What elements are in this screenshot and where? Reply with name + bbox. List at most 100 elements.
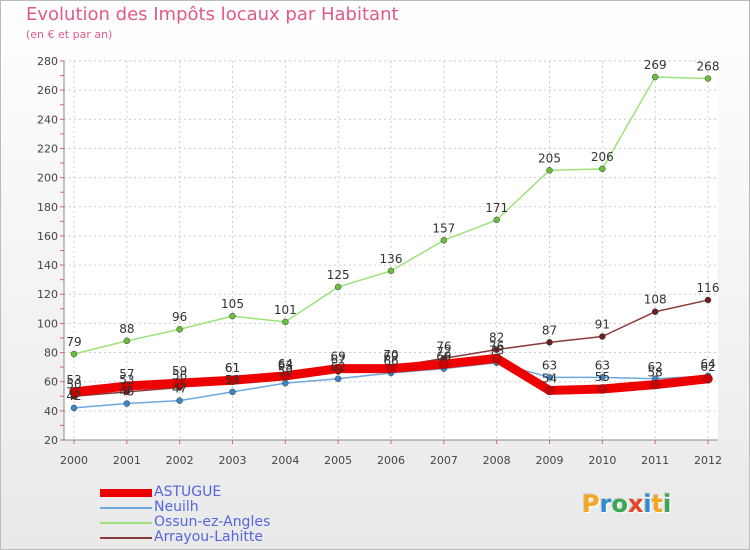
data-label: 67 [331, 352, 346, 366]
data-label: 96 [172, 310, 187, 324]
data-label: 55 [595, 370, 610, 384]
data-point [227, 375, 238, 385]
data-label: 79 [66, 335, 81, 349]
data-point [493, 216, 500, 224]
data-label: 136 [380, 252, 403, 266]
data-point [439, 359, 449, 369]
data-label: 69 [436, 350, 451, 364]
data-point [650, 379, 660, 390]
data-point [599, 165, 606, 173]
data-point [544, 385, 555, 396]
data-point [334, 375, 342, 383]
data-label: 82 [489, 331, 504, 345]
data-label: 45 [119, 385, 134, 399]
legend-label: ASTUGUE [154, 484, 222, 500]
data-label: 76 [489, 339, 504, 353]
data-label: 62 [700, 360, 715, 374]
data-point [651, 73, 659, 81]
data-label: 73 [489, 344, 504, 358]
data-point [704, 75, 712, 82]
y-tick-label: 220 [37, 142, 58, 155]
data-point [599, 333, 606, 340]
data-label: 59 [278, 364, 293, 378]
x-tick-label: 2004 [271, 454, 299, 467]
legend-swatch [100, 537, 152, 539]
data-point [386, 363, 396, 374]
legend-item: Ossun-ez-Angles [100, 515, 360, 530]
x-tick-label: 2011 [641, 454, 669, 467]
y-tick-label: 180 [37, 201, 58, 214]
legend-label: Arrayou-Lahitte [154, 529, 263, 545]
data-label: 88 [119, 322, 134, 336]
legend-item: Neuilh [100, 500, 360, 515]
data-label: 108 [644, 293, 667, 307]
y-tick-label: 60 [44, 376, 58, 389]
data-point [493, 346, 500, 353]
logo-letter: t [651, 490, 664, 518]
x-tick-label: 2001 [113, 454, 141, 467]
y-tick-label: 20 [44, 434, 58, 447]
legend-swatch [100, 507, 152, 509]
data-label: 157 [432, 221, 455, 235]
data-point [229, 312, 236, 320]
legend-swatch [100, 522, 152, 524]
data-label: 53 [225, 373, 240, 387]
data-label: 64 [278, 357, 293, 371]
y-tick-label: 40 [44, 405, 58, 418]
data-label: 66 [383, 354, 398, 368]
data-label: 62 [648, 360, 663, 374]
data-label: 171 [485, 201, 508, 215]
data-point [491, 353, 502, 364]
proxiti-logo: Proxiti [582, 490, 671, 518]
data-label: 268 [697, 59, 720, 73]
logo-letter: P [582, 490, 600, 518]
data-label: 58 [648, 366, 663, 380]
y-tick-label: 260 [37, 84, 58, 97]
y-tick-label: 280 [37, 55, 58, 68]
logo-letter: o [611, 490, 628, 518]
data-point [69, 387, 79, 397]
chart-title: Evolution des Impôts locaux par Habitant [26, 4, 399, 25]
data-point [440, 237, 448, 244]
x-tick-label: 2002 [166, 454, 194, 467]
x-tick-label: 2006 [377, 454, 405, 467]
data-point [387, 267, 395, 275]
data-point [333, 363, 343, 374]
data-label: 91 [595, 318, 610, 332]
data-point [703, 374, 713, 384]
data-label: 72 [436, 345, 451, 359]
data-label: 61 [225, 361, 240, 375]
data-label: 116 [697, 281, 720, 295]
data-label: 76 [436, 339, 451, 353]
data-point [174, 378, 185, 388]
data-point [123, 337, 131, 345]
chart-subtitle: (en € et par an) [26, 28, 113, 41]
data-point [70, 404, 78, 412]
x-tick-label: 2009 [536, 454, 564, 467]
x-tick-label: 2007 [430, 454, 458, 467]
data-point [176, 325, 183, 333]
legend-item: Arrayou-Lahitte [100, 530, 360, 545]
data-label: 69 [383, 350, 398, 364]
data-label: 61 [225, 361, 240, 375]
data-point [546, 167, 553, 174]
logo-letter: x [627, 490, 644, 518]
data-point [280, 371, 291, 381]
logo-letter: r [599, 490, 612, 518]
data-label: 59 [172, 364, 187, 378]
data-point [597, 384, 608, 394]
data-point [546, 339, 553, 346]
data-point [282, 379, 289, 387]
data-label: 64 [700, 357, 715, 371]
legend-label: Ossun-ez-Angles [154, 514, 271, 530]
y-tick-label: 160 [37, 230, 58, 243]
data-label: 63 [278, 358, 293, 372]
legend-swatch [100, 489, 152, 497]
data-point [334, 283, 342, 291]
y-tick-label: 240 [37, 113, 58, 126]
data-point [229, 388, 236, 396]
data-label: 63 [595, 358, 610, 372]
x-tick-label: 2003 [219, 454, 247, 467]
data-label: 57 [119, 367, 134, 381]
logo-letter: i [663, 490, 672, 518]
